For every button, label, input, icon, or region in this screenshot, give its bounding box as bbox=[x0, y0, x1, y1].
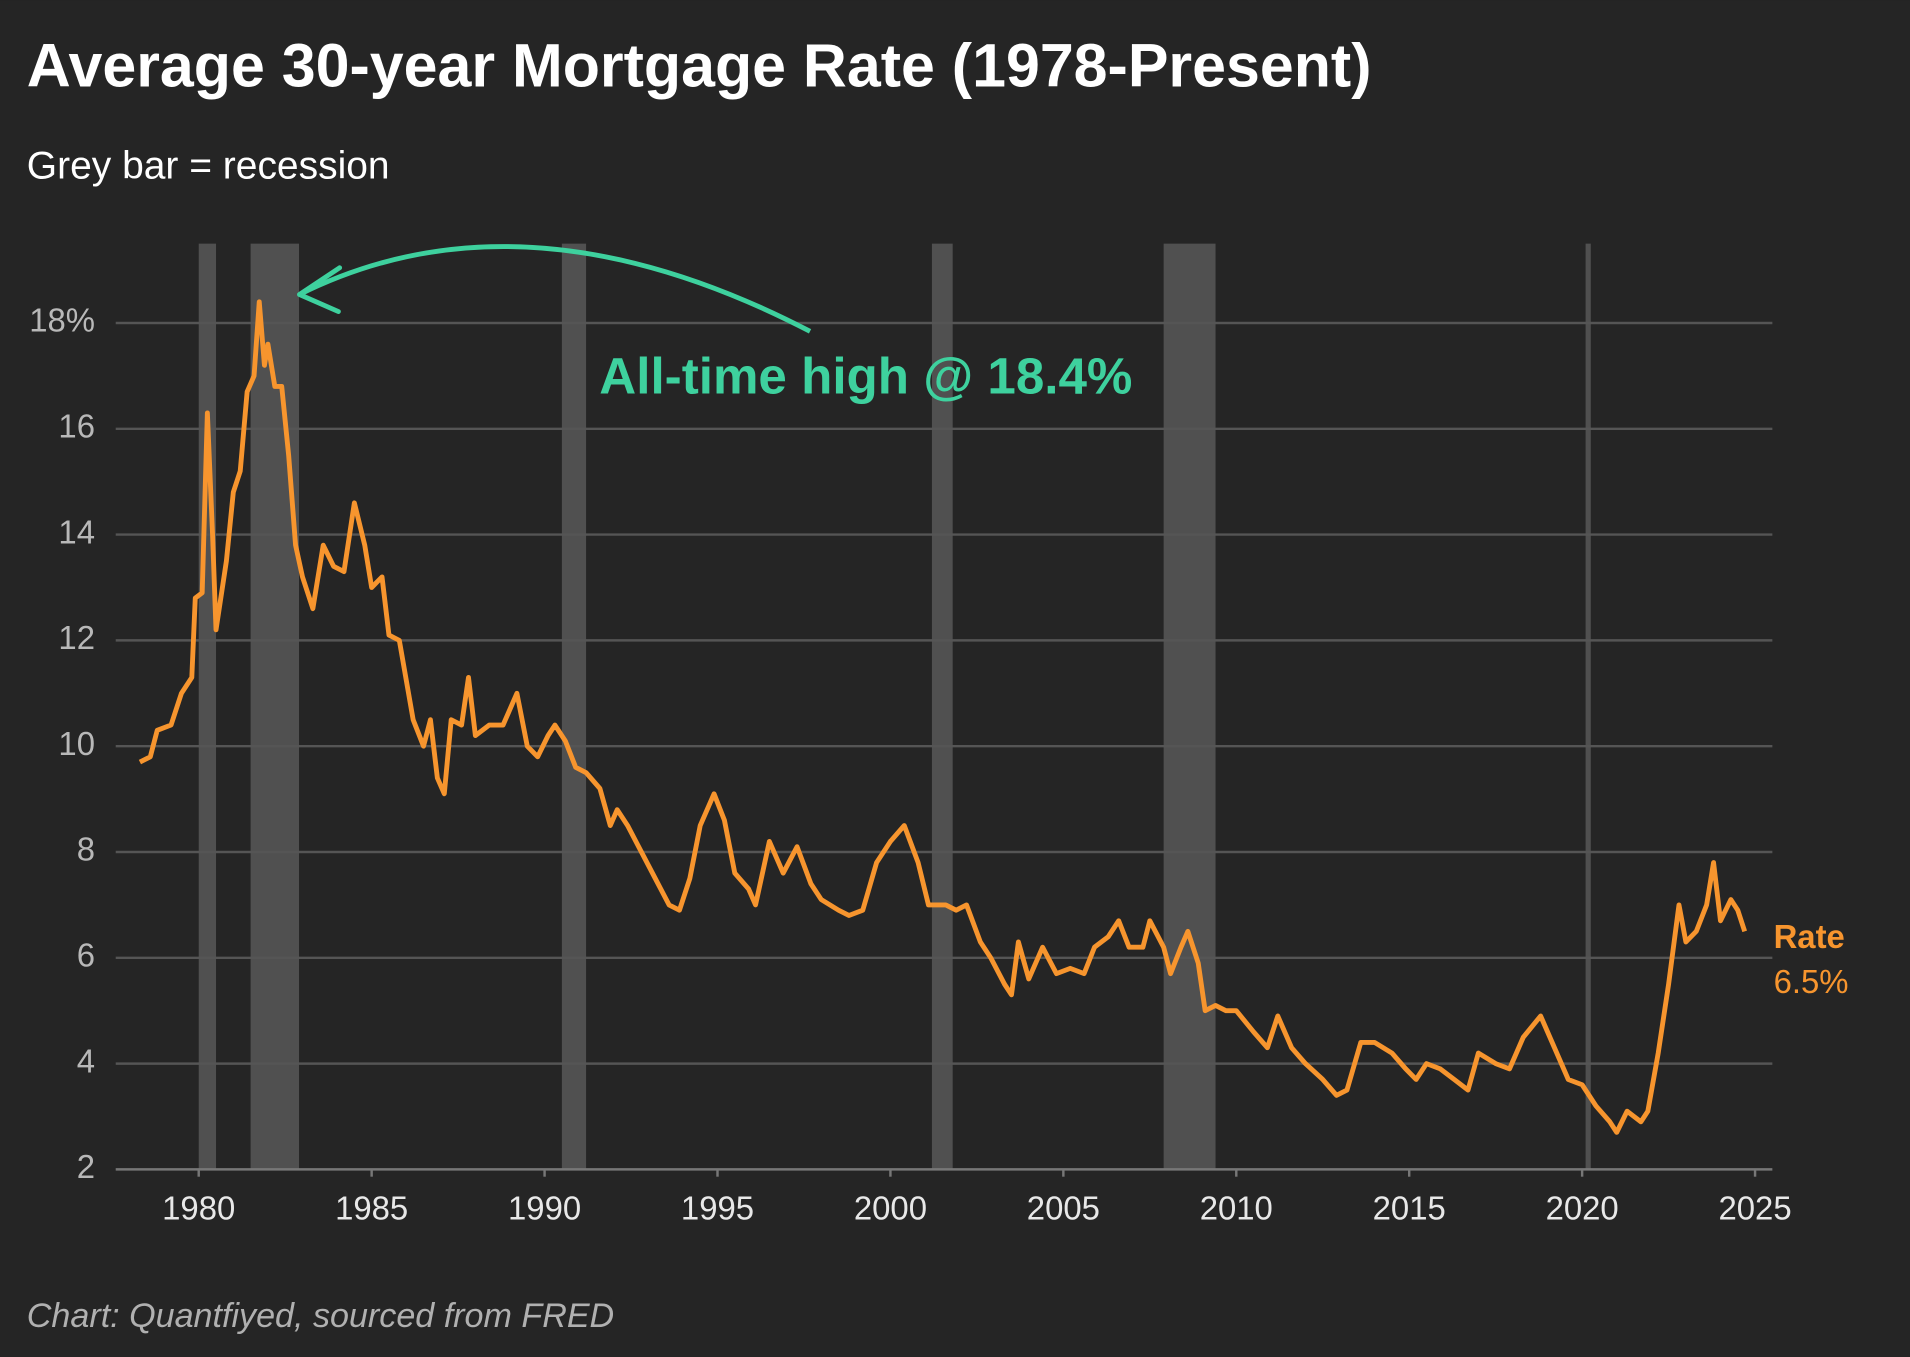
x-tick-label: 1990 bbox=[508, 1190, 581, 1227]
chart-title: Average 30-year Mortgage Rate (1978-Pres… bbox=[27, 32, 1372, 100]
y-tick-label: 18% bbox=[29, 302, 95, 339]
recessions bbox=[198, 243, 1591, 1170]
grid: 2 4 6 8 10 12 14 16 18% 1980 1985 1990 1995 2000 2005 2… bbox=[29, 302, 1791, 1227]
recession-bar bbox=[931, 243, 953, 1170]
plot: Rate 6.5% bbox=[138, 299, 1849, 1135]
x-tick-label: 2010 bbox=[1200, 1190, 1273, 1227]
recession-bar bbox=[198, 243, 217, 1170]
x-tick-label: 2015 bbox=[1373, 1190, 1446, 1227]
x-tick-label: 2000 bbox=[854, 1190, 927, 1227]
recession-bar bbox=[250, 243, 300, 1170]
series-label: Rate bbox=[1774, 918, 1845, 955]
x-tick-label: 2025 bbox=[1718, 1190, 1791, 1227]
y-tick-label: 14 bbox=[58, 513, 95, 550]
y-tick-label: 8 bbox=[77, 831, 95, 868]
source-note: Chart: Quantfiyed, sourced from FRED bbox=[27, 1297, 614, 1335]
y-tick-label: 16 bbox=[58, 407, 95, 444]
x-tick-label: 2005 bbox=[1027, 1190, 1100, 1227]
recession-bar bbox=[1163, 243, 1216, 1170]
x-tick-label: 1985 bbox=[335, 1190, 408, 1227]
y-tick-label: 6 bbox=[77, 936, 95, 973]
end-value-label: 6.5% bbox=[1774, 963, 1849, 1000]
y-tick-label: 2 bbox=[77, 1148, 95, 1185]
annotations: All-time high @ 18.4% bbox=[297, 244, 1132, 405]
x-tick-label: 2020 bbox=[1546, 1190, 1619, 1227]
y-tick-label: 4 bbox=[77, 1042, 95, 1079]
arrow-head bbox=[297, 265, 343, 315]
recession-bar bbox=[1585, 243, 1591, 1170]
x-tick-label: 1980 bbox=[162, 1190, 235, 1227]
annotation-text: All-time high @ 18.4% bbox=[599, 348, 1132, 405]
rate-line bbox=[138, 299, 1748, 1135]
y-tick-label: 10 bbox=[58, 725, 95, 762]
recession-bar bbox=[561, 243, 587, 1170]
annotation-arrow bbox=[298, 244, 812, 334]
x-tick-label: 1995 bbox=[681, 1190, 754, 1227]
chart-subtitle: Grey bar = recession bbox=[27, 144, 390, 187]
y-tick-label: 12 bbox=[58, 619, 95, 656]
